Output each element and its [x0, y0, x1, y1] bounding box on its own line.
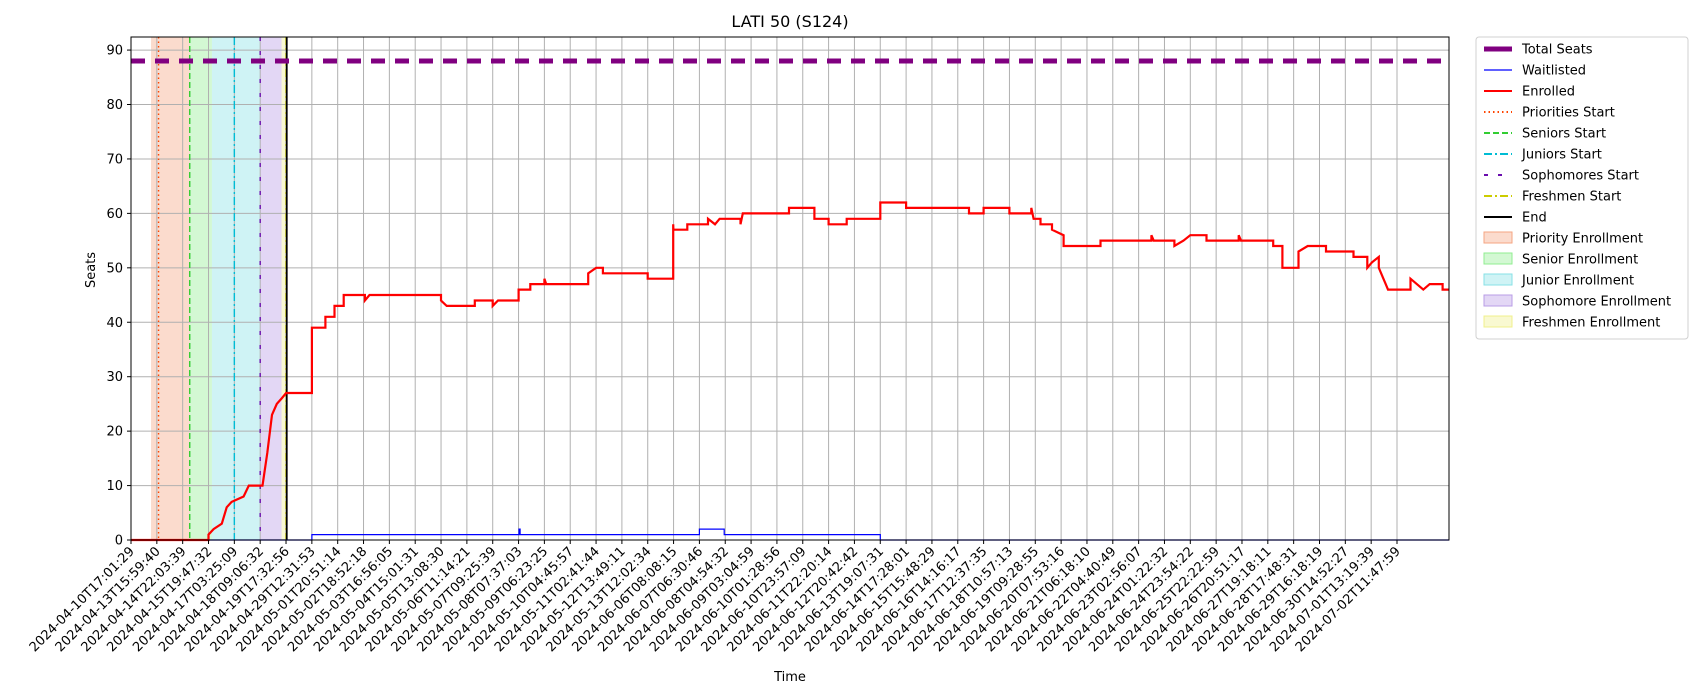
legend-label-enrolled: Enrolled [1522, 85, 1575, 100]
legend-label-freshmen-enrollment: Freshmen Enrollment [1522, 316, 1660, 331]
legend-swatch-freshmen-enrollment [1483, 315, 1513, 328]
span-junior-enrollment [211, 37, 261, 540]
chart-title: LATI 50 (S124) [731, 12, 848, 31]
y-tick-label: 60 [106, 207, 123, 222]
span-priority-enrollment [151, 37, 190, 540]
legend-label-priorities-start: Priorities Start [1522, 106, 1615, 121]
y-tick-label: 50 [106, 261, 123, 276]
y-axis-label: Seats [84, 252, 99, 288]
y-tick-label: 10 [106, 479, 123, 494]
legend-swatch-senior-enrollment [1483, 252, 1513, 265]
y-tick-label: 80 [106, 98, 123, 113]
legend-label-juniors-start: Juniors Start [1521, 148, 1602, 163]
series-layer [131, 37, 1449, 542]
legend-swatch-sophomore-enrollment [1483, 294, 1513, 307]
legend-label-sophomores-start: Sophomores Start [1522, 169, 1639, 184]
legend-label-total-seats: Total Seats [1521, 43, 1593, 58]
series-waitlisted [131, 528, 1449, 541]
legend-swatch-priority-enrollment [1483, 231, 1513, 244]
grid-layer [130, 37, 1449, 541]
y-tick-label: 0 [115, 534, 123, 549]
y-tick-label: 40 [106, 316, 123, 331]
legend-label-end: End [1522, 211, 1547, 226]
legend-label-freshmen-start: Freshmen Start [1522, 190, 1621, 205]
legend-label-sophomore-enrollment: Sophomore Enrollment [1522, 295, 1671, 310]
legend-label-senior-enrollment: Senior Enrollment [1522, 253, 1638, 268]
y-tick-label: 30 [106, 370, 123, 385]
legend-label-seniors-start: Seniors Start [1522, 127, 1606, 142]
legend-swatch-junior-enrollment [1483, 273, 1513, 286]
phase-spans-layer [151, 37, 287, 540]
legend-label-waitlisted: Waitlisted [1522, 64, 1586, 79]
y-tick-label: 70 [106, 152, 123, 167]
plot-frame [130, 36, 1450, 541]
legend: Total Seats Waitlisted Enrolled Priorities … [1475, 36, 1689, 340]
span-sophomore-enrollment [260, 37, 282, 540]
y-tick-label: 90 [106, 44, 123, 59]
x-axis-label: Time [773, 670, 806, 685]
span-senior-enrollment [189, 37, 212, 540]
y-tick-label: 20 [106, 425, 123, 440]
legend-box [1475, 36, 1689, 340]
legend-label-priority-enrollment: Priority Enrollment [1522, 232, 1643, 247]
span-freshmen-enrollment [281, 37, 287, 540]
legend-label-junior-enrollment: Junior Enrollment [1521, 274, 1634, 289]
series-enrolled [131, 201, 1449, 542]
